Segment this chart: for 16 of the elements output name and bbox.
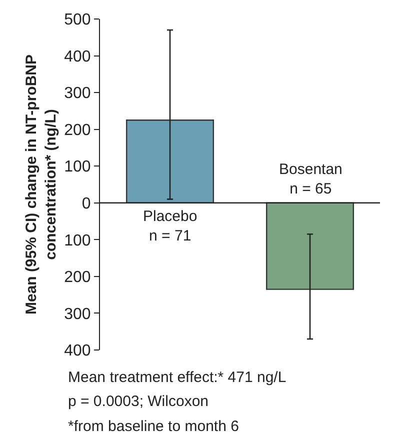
y-tick-label: 200	[64, 269, 91, 286]
y-tick-label: 200	[64, 122, 91, 139]
y-tick-label: 500	[64, 12, 91, 29]
y-tick-label: 400	[64, 48, 91, 66]
y-tick-label: 300	[64, 85, 91, 102]
text: Mean treatment effect:* 471 ng/L	[68, 369, 286, 386]
y-axis-title: Mean (95% CI) change in NT-proBNP concentration* (ng/L)	[22, 54, 60, 315]
y-tick-label: 100	[64, 232, 91, 250]
text: *from baseline to month 6	[68, 418, 239, 435]
text: p = 0.0003; Wilcoxon	[68, 393, 209, 410]
y-tick-label: 300	[64, 306, 91, 323]
y-tick-label: 400	[64, 342, 91, 360]
y-tick-label: 0	[82, 195, 91, 212]
x-tick-label: Placebo n = 71	[143, 208, 198, 244]
y-tick-label: 100	[64, 158, 91, 176]
x-tick-label: Bosentan n = 65	[279, 161, 342, 198]
